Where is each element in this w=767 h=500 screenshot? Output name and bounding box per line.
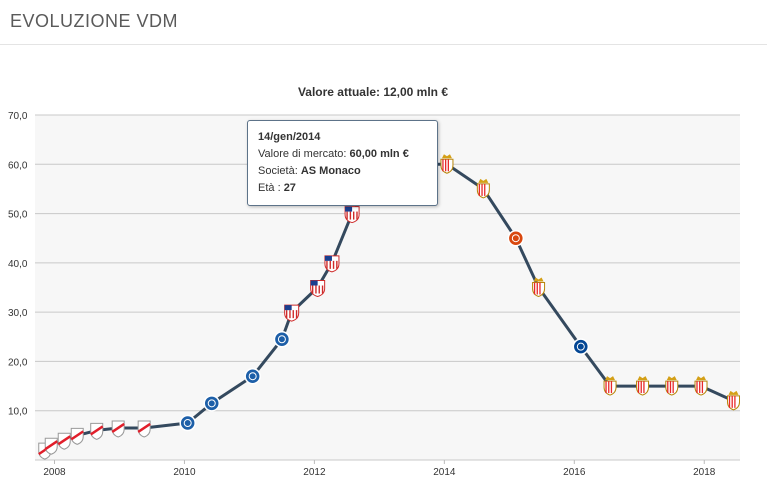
data-point[interactable] [203,395,220,412]
data-point[interactable] [476,178,490,199]
data-point[interactable] [572,338,590,355]
tooltip-age-label: Età : [258,182,281,194]
data-point[interactable] [440,154,454,174]
y-axis: 10,0 20,0 30,0 40,0 50,0 60,0 70,0 [8,111,28,418]
section-title: EVOLUZIONE VDM [10,11,179,31]
data-point[interactable] [603,376,617,396]
y-tick-label: 60,0 [8,160,28,171]
data-point[interactable] [284,304,300,322]
data-point[interactable] [532,277,546,298]
tooltip-club-label: Società: [258,165,298,177]
tooltip-club-row: Società: AS Monaco [258,163,427,180]
x-tick-label: 2018 [693,467,716,478]
y-tick-label: 10,0 [8,407,28,418]
data-point[interactable] [90,422,104,440]
tooltip-value-label: Valore di mercato: [258,148,347,160]
data-point[interactable] [179,414,196,432]
y-tick-label: 20,0 [8,357,28,368]
data-point[interactable] [57,432,71,450]
data-point[interactable] [310,280,326,298]
y-tick-label: 70,0 [8,111,28,122]
data-point[interactable] [44,437,58,455]
x-tick-label: 2008 [43,467,66,478]
chart-svg: Valore attuale: 12,00 mln € 10,0 20,0 30,0… [8,85,741,478]
data-point[interactable] [665,376,679,396]
data-point[interactable] [70,427,84,445]
data-point[interactable] [324,255,340,273]
data-point[interactable] [636,376,650,396]
x-tick-label: 2010 [173,467,196,478]
market-value-chart: Valore attuale: 12,00 mln € 10,0 20,0 30,0… [0,60,767,495]
tooltip-value: 60,00 mln € [349,148,409,160]
y-tick-label: 50,0 [8,210,28,221]
x-tick-label: 2016 [563,467,586,478]
tooltip-value-row: Valore di mercato: 60,00 mln € [258,146,427,163]
tooltip-age: 27 [283,182,296,194]
data-point[interactable] [344,206,360,224]
data-point[interactable] [694,376,708,396]
y-tick-label: 30,0 [8,308,28,319]
data-point[interactable] [507,229,525,247]
tooltip-date: 14/gen/2014 [258,131,321,143]
data-point[interactable] [273,331,291,348]
value-tooltip: 14/gen/2014 Valore di mercato: 60,00 mln… [247,120,438,206]
x-tick-label: 2012 [303,467,326,478]
x-axis: 2008 2010 2012 2014 2016 2018 [43,460,716,478]
section-header: EVOLUZIONE VDM [0,0,767,45]
y-tick-label: 40,0 [8,259,28,270]
data-point[interactable] [727,390,741,411]
chart-title: Valore attuale: 12,00 mln € [298,85,448,99]
data-point[interactable] [137,420,151,438]
tooltip-age-row: Età : 27 [258,180,427,197]
x-tick-label: 2014 [433,467,456,478]
data-point[interactable] [111,420,125,438]
data-point[interactable] [244,367,261,385]
tooltip-club: AS Monaco [300,165,361,177]
